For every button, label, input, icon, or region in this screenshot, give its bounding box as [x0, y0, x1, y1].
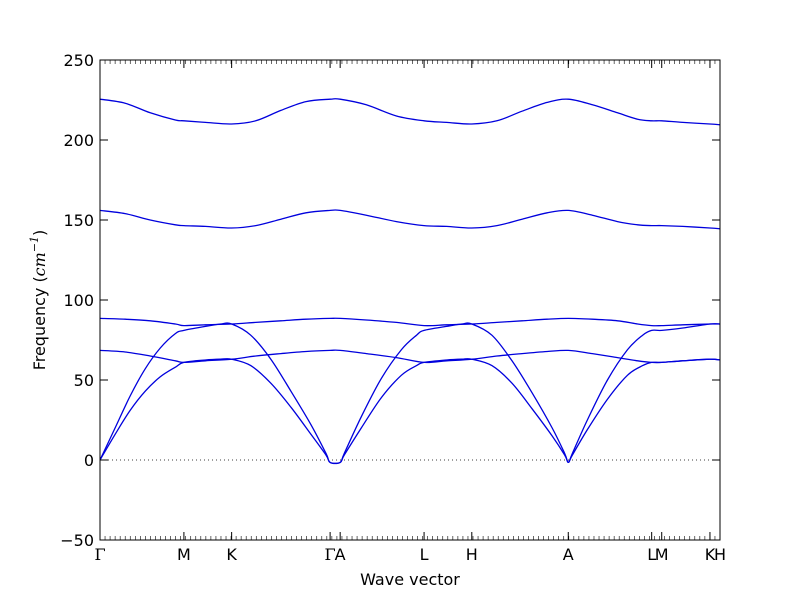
y-axis-label-prefix: Frequency ( [30, 276, 49, 370]
phonon-band-2 [99, 209, 721, 230]
x-tick-label: H [714, 545, 726, 564]
y-tick-label: 200 [63, 131, 94, 150]
y-axis: −50 0 50 100 150 200 250 [60, 51, 720, 550]
phonon-band-5 [99, 322, 721, 465]
y-tick-label: 50 [74, 371, 94, 390]
y-axis-label-exponent: −1 [28, 236, 41, 252]
x-tick-label: K [226, 545, 237, 564]
phonon-band-3 [99, 317, 721, 327]
y-axis-label-suffix: ) [30, 230, 49, 236]
x-minor-ticks [99, 60, 721, 540]
y-axis-label: Frequency (cm−1) [28, 230, 49, 371]
plot-frame [99, 59, 721, 541]
phonon-band-6 [99, 358, 721, 464]
x-axis-label: Wave vector [360, 570, 460, 589]
y-tick-label: 100 [63, 291, 94, 310]
series-layer [99, 98, 721, 465]
x-tick-label: M [655, 545, 669, 564]
y-tick-label: −50 [60, 531, 94, 550]
phonon-band-1 [99, 98, 721, 126]
x-tick-label: K [705, 545, 716, 564]
x-tick-label: M [177, 545, 191, 564]
x-tick-label: A [563, 545, 574, 564]
y-axis-label-unit: cm [30, 252, 49, 276]
x-tick-label: L [420, 545, 429, 564]
x-tick-label: H [466, 545, 478, 564]
x-axis: Γ M K Γ A L H A LM KH [94, 60, 726, 564]
x-tick-label: Γ [325, 545, 336, 564]
y-tick-label: 250 [63, 51, 94, 70]
y-tick-label: 150 [63, 211, 94, 230]
y-tick-label: 0 [84, 451, 94, 470]
x-tick-label: A [335, 545, 346, 564]
x-tick-label: L [647, 545, 656, 564]
x-tick-label: Γ [94, 545, 105, 564]
